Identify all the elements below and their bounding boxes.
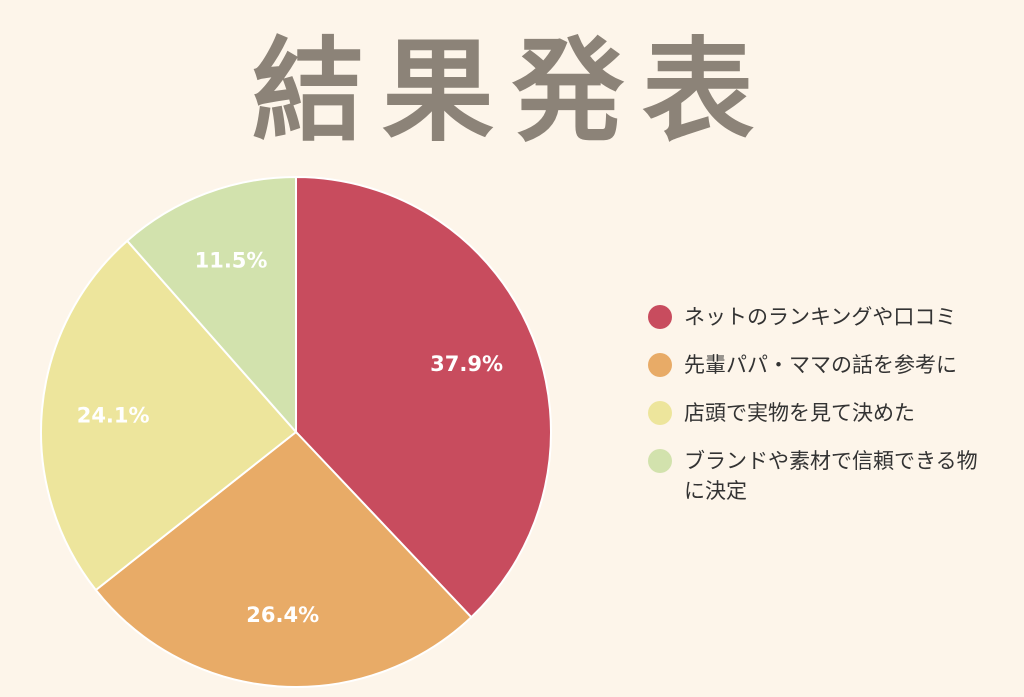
legend-label: ブランドや素材で信頼できる物に決定: [684, 449, 978, 503]
legend-item-1: ネットのランキングや口コミ: [648, 302, 998, 332]
slice-label-2: 26.4%: [246, 603, 319, 627]
pie-slice-3: [40, 239, 298, 592]
legend-swatch: [648, 401, 672, 425]
slice-label-3: 24.1%: [77, 404, 150, 428]
legend-item-4: ブランドや素材で信頼できる物に決定: [648, 446, 998, 506]
pie-slice-1: [295, 175, 552, 619]
slice-label-4: 11.5%: [195, 248, 268, 272]
pie-slice-2: [94, 430, 473, 688]
legend: ネットのランキングや口コミ 先輩パパ・ママの話を参考に 店頭で実物を見て決めたブラン…: [648, 302, 998, 524]
legend-swatch: [648, 449, 672, 473]
legend-swatch: [648, 305, 672, 329]
legend-label: ネットのランキングや口コミ: [684, 305, 957, 329]
legend-item-2: 先輩パパ・ママの話を参考に: [648, 350, 998, 380]
legend-label: 店頭で実物を見て決めた: [684, 401, 915, 425]
slice-label-1: 37.9%: [430, 352, 503, 376]
legend-swatch: [648, 353, 672, 377]
pie-slice-4: [125, 175, 297, 435]
legend-item-3: 店頭で実物を見て決めた: [648, 398, 998, 428]
legend-label: 先輩パパ・ママの話を参考に: [684, 353, 957, 377]
page-title: 結果発表: [252, 27, 772, 157]
